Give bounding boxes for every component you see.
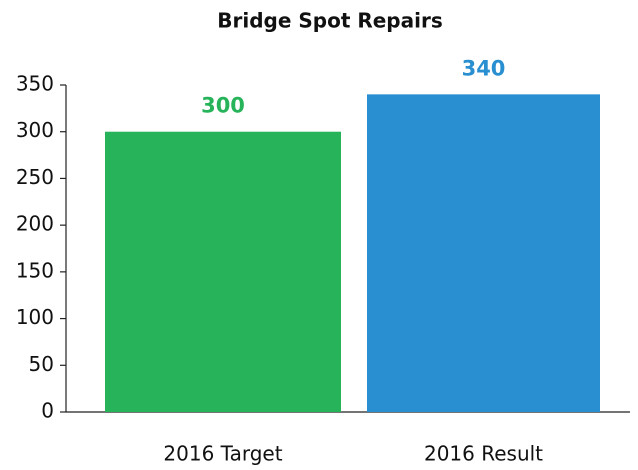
x-tick-label: 2016 Result	[424, 442, 543, 466]
bar	[105, 131, 341, 412]
y-tick-label: 50	[29, 352, 54, 376]
x-tick-label: 2016 Target	[163, 442, 282, 466]
chart-title: Bridge Spot Repairs	[217, 9, 443, 33]
y-tick-label: 250	[16, 165, 54, 189]
y-tick-label: 350	[16, 72, 54, 96]
y-tick-label: 150	[16, 258, 54, 282]
y-tick-label: 100	[16, 305, 54, 329]
y-tick-label: 200	[16, 212, 54, 236]
y-tick-label: 300	[16, 118, 54, 142]
bar	[367, 94, 600, 412]
y-tick-label: 0	[41, 399, 54, 423]
data-label: 340	[462, 56, 506, 80]
data-label: 300	[201, 94, 245, 118]
